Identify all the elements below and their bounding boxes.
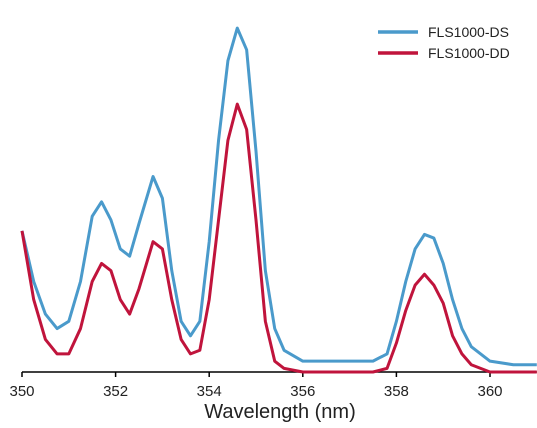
line-series [20,102,537,374]
x-tick-label: 356 [290,383,315,400]
line-series [20,26,537,367]
x-axis-label: Wavelength (nm) [204,401,356,423]
x-tick-label: 354 [197,383,222,400]
legend-label: FLS1000-DS [428,24,509,40]
legend-label: FLS1000-DD [428,45,510,61]
x-tick-label: 360 [477,383,502,400]
x-tick-label: 352 [103,383,128,400]
x-tick-label: 350 [9,383,34,400]
x-tick-label: 358 [384,383,409,400]
